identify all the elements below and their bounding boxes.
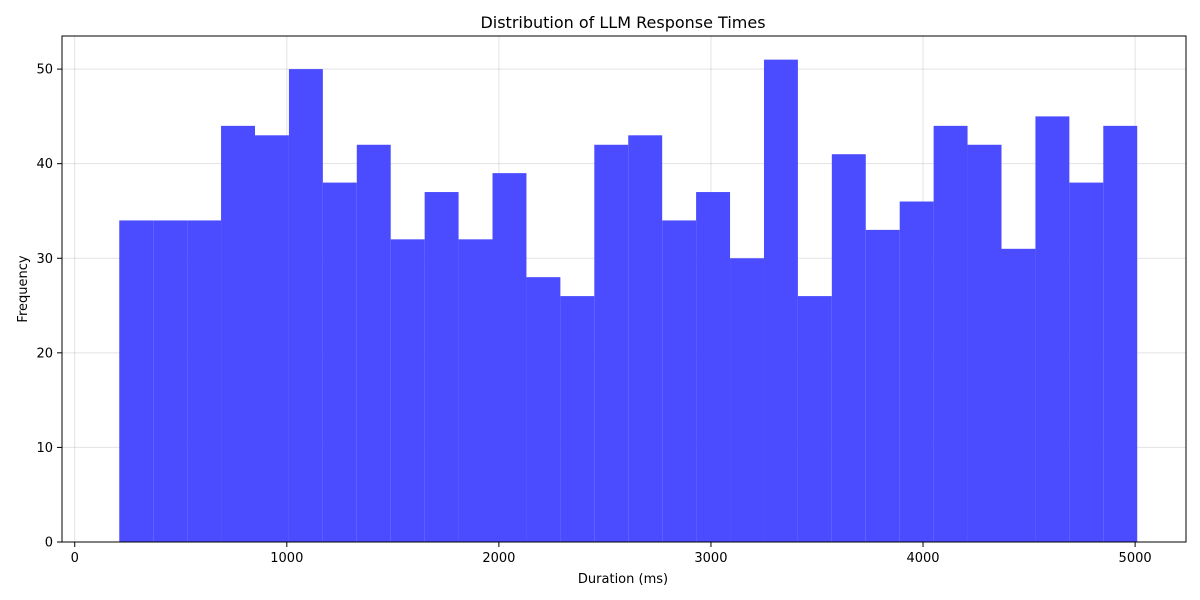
histogram-bar-1 <box>119 220 154 542</box>
histogram-bar-19 <box>730 258 764 542</box>
histogram-bar-3 <box>187 220 222 542</box>
plot-frame <box>61 35 1187 543</box>
histogram-bar-8 <box>356 144 391 542</box>
y-tick-label: 50 <box>36 63 53 78</box>
histogram-bar-13 <box>526 277 561 542</box>
chart-title: Distribution of LLM Response Times <box>480 13 765 32</box>
histogram-bar-17 <box>662 220 697 542</box>
x-tick-label: 5000 <box>1119 551 1152 566</box>
histogram-bar-23 <box>865 229 900 542</box>
histogram-bar-12 <box>492 173 527 542</box>
histogram-bar-20 <box>763 59 798 542</box>
histogram-bar-15 <box>594 144 629 542</box>
histogram-bar-16 <box>628 135 663 542</box>
histogram-bar-29 <box>1069 182 1104 542</box>
histogram-bar-21 <box>797 296 832 542</box>
histogram-bar-5 <box>254 135 289 542</box>
histogram-bar-9 <box>390 239 425 542</box>
histogram-bar-30 <box>1103 125 1138 542</box>
histogram-bar-22 <box>831 154 866 542</box>
histogram-bar-28 <box>1035 116 1070 543</box>
histogram-bar-10 <box>424 192 459 542</box>
axis-ticks: 0 1000 2000 3000 4000 5000 0 10 20 30 40 50 <box>36 63 1151 566</box>
histogram-bars <box>119 59 1138 543</box>
y-axis-label: Frequency <box>16 255 31 322</box>
y-tick-label: 40 <box>36 157 53 172</box>
histogram-bar-26 <box>967 144 1002 542</box>
x-tick-label: 2000 <box>482 551 515 566</box>
y-tick-label: 30 <box>36 252 53 267</box>
histogram-bar-14 <box>560 296 595 542</box>
y-tick-label: 0 <box>45 536 53 551</box>
histogram-bar-27 <box>1001 248 1036 542</box>
histogram-bar-4 <box>221 125 255 542</box>
y-tick-label: 20 <box>36 346 53 361</box>
histogram-bar-24 <box>899 201 934 542</box>
histogram-bar-2 <box>153 220 188 542</box>
histogram-bar-7 <box>322 182 357 542</box>
histogram-bar-11 <box>458 239 493 542</box>
x-tick-label: 0 <box>71 551 79 566</box>
histogram-bar-6 <box>288 69 323 542</box>
x-tick-label: 1000 <box>270 551 303 566</box>
x-tick-label: 3000 <box>694 551 727 566</box>
histogram-bar-25 <box>933 125 968 542</box>
y-tick-label: 10 <box>36 441 53 456</box>
x-tick-label: 4000 <box>906 551 939 566</box>
histogram-bar-18 <box>696 192 731 542</box>
x-axis-label: Duration (ms) <box>578 572 668 587</box>
